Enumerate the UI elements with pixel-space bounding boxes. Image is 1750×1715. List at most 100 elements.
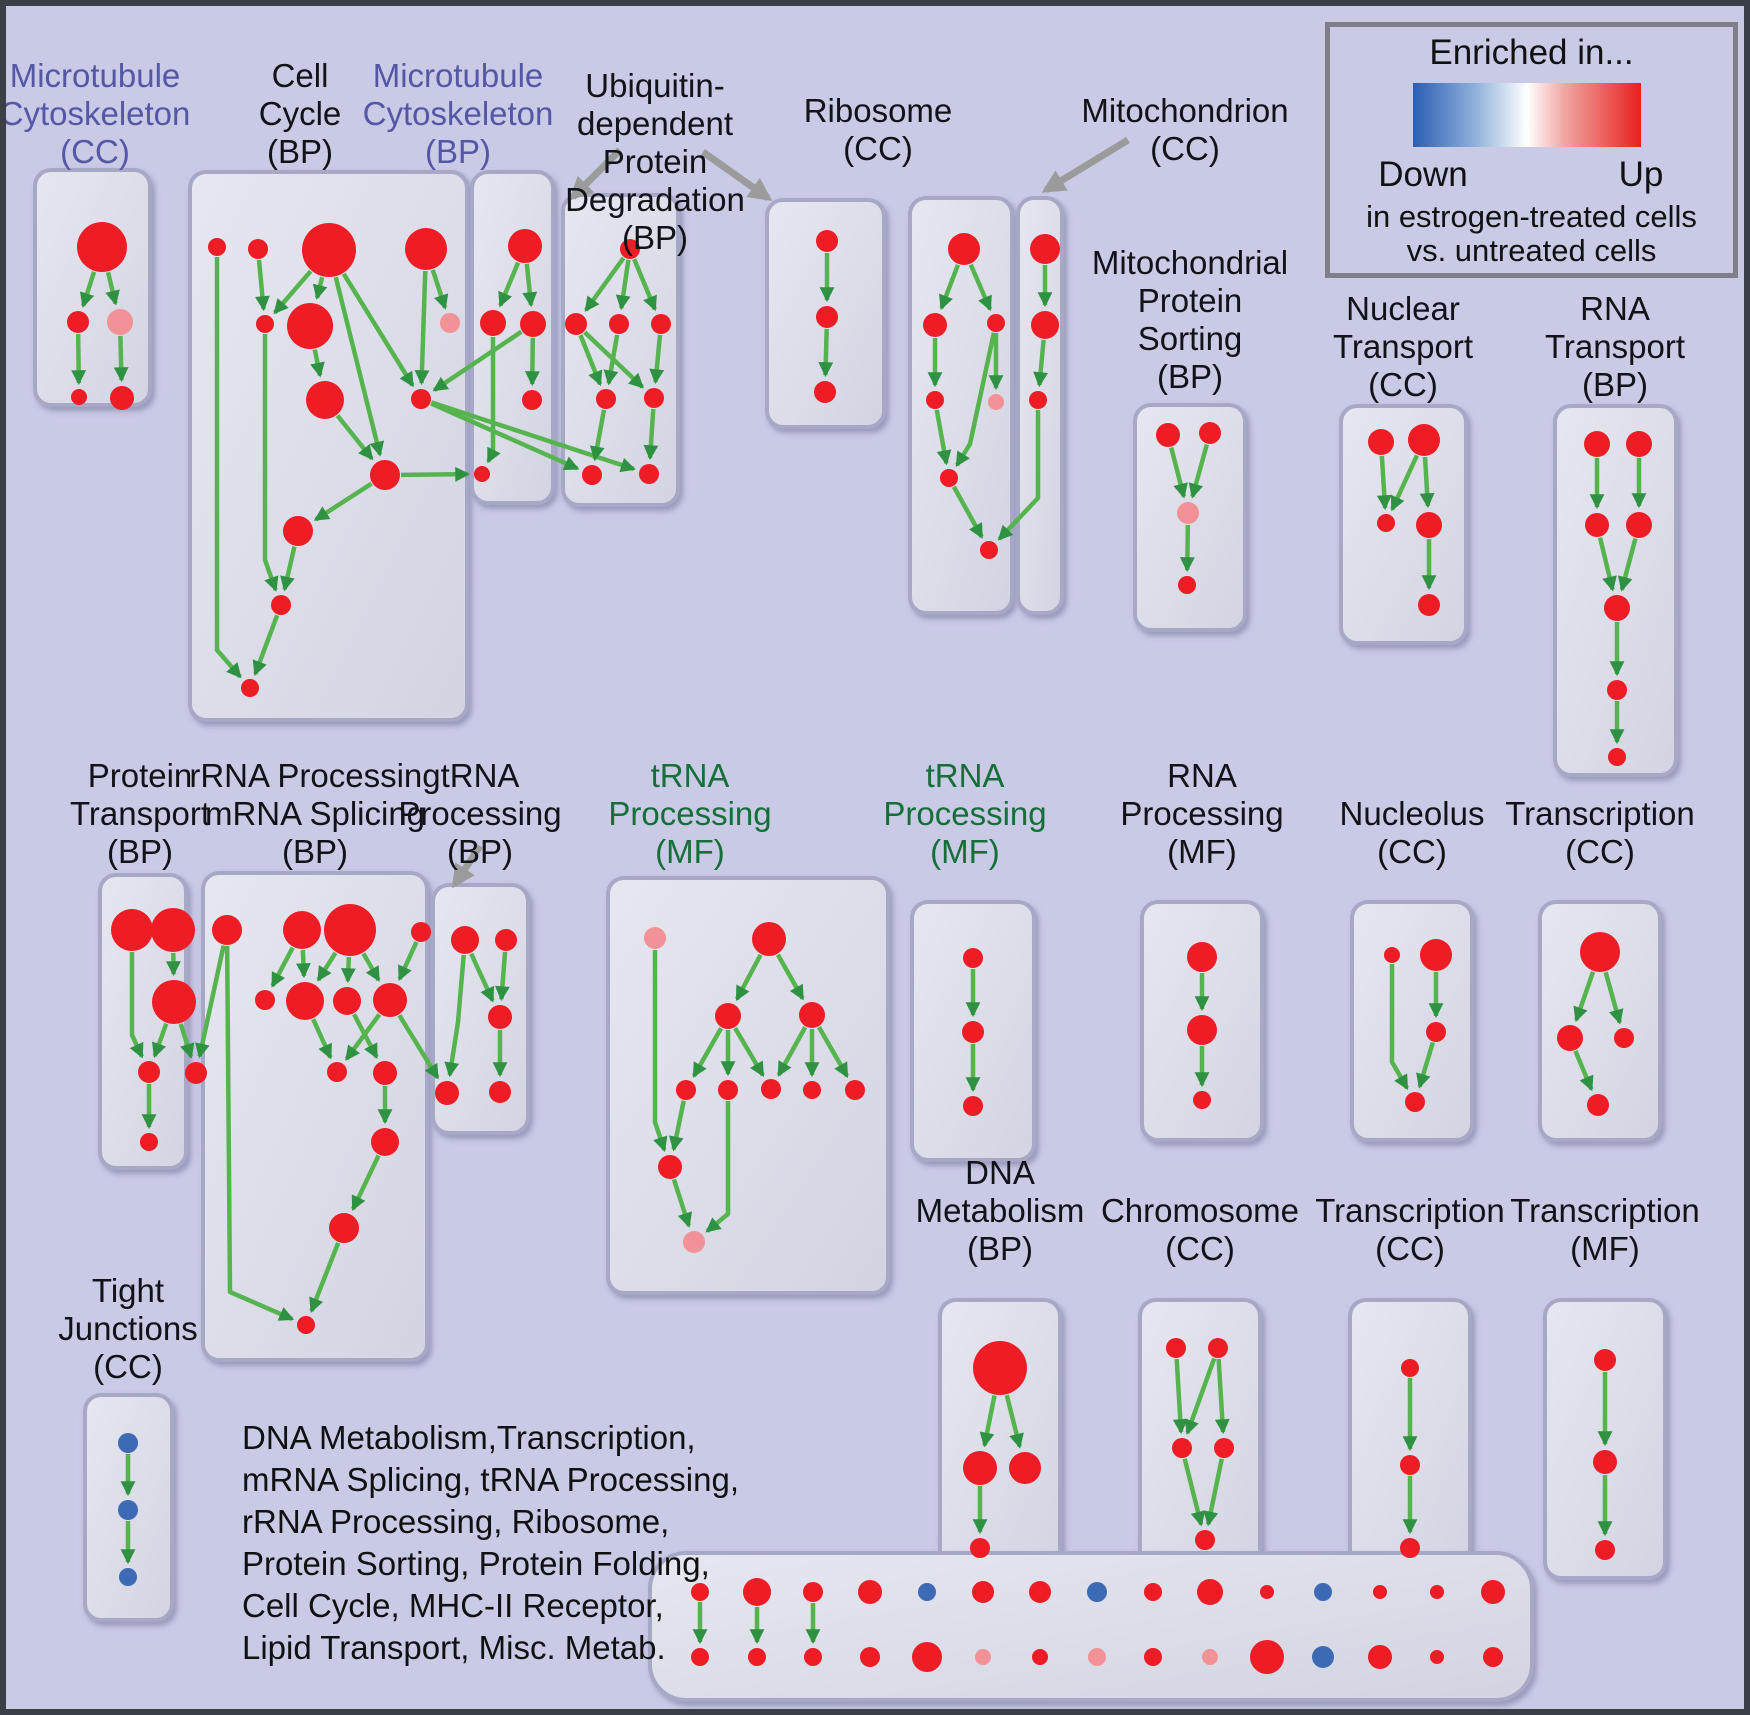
ubiquitin-right-pointer-arrow-icon bbox=[700, 149, 773, 202]
edge-ms_s0-ms_s2 bbox=[1169, 447, 1188, 499]
edge-tc2_d0-tc2_d1 bbox=[1573, 971, 1596, 1023]
legend-gradient-bar bbox=[1413, 83, 1641, 147]
node-tm_f8 bbox=[845, 1080, 865, 1100]
node-tm_f0 bbox=[644, 927, 666, 949]
node-x_t13 bbox=[1373, 1585, 1387, 1599]
edge-tm_f1-tm_f3 bbox=[775, 953, 805, 1001]
node-cc_n2 bbox=[248, 239, 268, 259]
node-rt_q0 bbox=[1584, 431, 1610, 457]
edge-ub1_u5-ub1_b2 bbox=[643, 408, 659, 461]
node-rib_r5 bbox=[940, 469, 958, 487]
node-tm_f7 bbox=[803, 1081, 821, 1099]
edge-rr_g2-rr_g7 bbox=[361, 952, 381, 982]
node-tm_f3 bbox=[799, 1002, 825, 1028]
edge-rr_g3-rr_g7 bbox=[397, 941, 419, 982]
edge-rr_g2-rr_g6 bbox=[340, 956, 356, 984]
node-x_b13 bbox=[1368, 1645, 1392, 1669]
node-mtcc_a3 bbox=[107, 309, 133, 335]
node-x_t6 bbox=[972, 1581, 994, 1603]
edge-tc2_d1-tc2_d3 bbox=[1573, 1050, 1594, 1092]
node-tm_f5 bbox=[718, 1080, 738, 1100]
node-mtcc_a1 bbox=[77, 222, 127, 272]
footnote-text: DNA Metabolism,Transcription, mRNA Splic… bbox=[242, 1417, 739, 1669]
node-mtcc_a5 bbox=[110, 386, 134, 410]
cluster-label-ub1: Ubiquitin-dependent Protein Degradation (BP… bbox=[565, 67, 745, 256]
node-tj_j0 bbox=[118, 1433, 138, 1453]
node-rib_r4 bbox=[988, 394, 1004, 410]
node-ms_s3 bbox=[1178, 576, 1196, 594]
cluster-label-tj: Tight Junctions (CC) bbox=[58, 1272, 197, 1385]
edge-tb_t0-tb_t2 bbox=[469, 952, 495, 1003]
node-tb_t2 bbox=[488, 1005, 512, 1029]
cluster-label-tb: tRNA Processing (BP) bbox=[398, 757, 561, 870]
node-dm_e2 bbox=[1009, 1452, 1041, 1484]
node-tj_j1 bbox=[118, 1500, 138, 1520]
edge-rr_g10-rr_g11 bbox=[351, 1154, 381, 1211]
edge-cc_n4-cc_n9 bbox=[414, 270, 430, 386]
node-rp_k1 bbox=[1187, 1015, 1217, 1045]
footnote-line-5: Cell Cycle, MHC-II Receptor, bbox=[242, 1587, 664, 1624]
edge-rr_g2-rr_g5 bbox=[316, 951, 338, 982]
edge-tb_t0-tb_t3 bbox=[444, 954, 466, 1078]
edge-rt_q2-rt_q4 bbox=[1597, 537, 1617, 592]
node-ub1_u4 bbox=[596, 389, 616, 409]
cluster-label-mtbp: Microtubule Cytoskeleton (BP) bbox=[363, 57, 554, 170]
cluster-label-tc2: Transcription (CC) bbox=[1505, 795, 1695, 870]
node-rp_k2 bbox=[1193, 1091, 1211, 1109]
node-tm3_z0 bbox=[1594, 1349, 1616, 1371]
cluster-box-rr bbox=[201, 871, 429, 1362]
node-x_t8 bbox=[1087, 1582, 1107, 1602]
node-pt_p4 bbox=[185, 1062, 207, 1084]
node-x_t14 bbox=[1430, 1585, 1444, 1599]
edge-rt_q3-rt_q4 bbox=[1617, 537, 1638, 592]
node-cc_n12 bbox=[271, 595, 291, 615]
mitochondrion-pointer-arrow-icon bbox=[1041, 137, 1130, 193]
edge-nt_t0-nt_t2 bbox=[1376, 455, 1392, 511]
cluster-label-nt: Nuclear Transport (CC) bbox=[1333, 290, 1473, 403]
node-dm_e0 bbox=[973, 1341, 1027, 1395]
edge-rib_r0-rib_r1 bbox=[939, 264, 961, 311]
node-tm_f6 bbox=[761, 1079, 781, 1099]
edge-pt_p0-pt_p3 bbox=[129, 952, 144, 1059]
edge-cc_n1-cc_n13 bbox=[214, 257, 242, 679]
edge-cc_n10-mtbp_mb bbox=[400, 466, 471, 482]
node-ub1_u2 bbox=[609, 314, 629, 334]
node-cc_n3 bbox=[302, 223, 356, 277]
node-pt_p1 bbox=[151, 908, 195, 952]
node-x_t15 bbox=[1481, 1580, 1505, 1604]
edge-nc_c0-nc_c3 bbox=[1389, 964, 1409, 1090]
edge-rr_g6-rr_g9 bbox=[352, 1013, 379, 1059]
node-cc_n4 bbox=[405, 228, 447, 270]
edge-ch_c3-ch_c4 bbox=[1203, 1458, 1224, 1527]
node-x_b7 bbox=[1032, 1649, 1048, 1665]
node-x_t10 bbox=[1197, 1579, 1223, 1605]
node-tm_f1 bbox=[752, 922, 786, 956]
edge-tm_f5-tm_f10 bbox=[705, 1101, 731, 1233]
node-x_b14 bbox=[1430, 1650, 1444, 1664]
edge-cc_n11-cc_n12 bbox=[280, 546, 297, 592]
edge-cc_n12-cc_n13 bbox=[252, 614, 280, 676]
node-nt_t0 bbox=[1368, 429, 1394, 455]
node-cc_n5 bbox=[256, 315, 274, 333]
node-nc_c1 bbox=[1420, 939, 1452, 971]
node-mtcc_a4 bbox=[71, 389, 87, 405]
node-mit_w1 bbox=[1031, 311, 1059, 339]
edge-tm_f4-tm_f9 bbox=[668, 1100, 686, 1152]
node-t2_h0 bbox=[963, 948, 983, 968]
node-x_b15 bbox=[1483, 1647, 1503, 1667]
node-nt_t1 bbox=[1408, 424, 1440, 456]
edge-rr_g1-rr_g4 bbox=[270, 946, 295, 988]
cluster-box-mtcc bbox=[33, 168, 152, 407]
edge-rib_r5-rib_r6 bbox=[951, 485, 984, 539]
footnote-line-3: rRNA Processing, Ribosome, bbox=[242, 1503, 670, 1540]
edge-ch_c1-ch_c2 bbox=[1184, 1357, 1217, 1435]
edge-cc_n2-cc_n5 bbox=[255, 259, 270, 312]
edge-cc_n8-cc_n10 bbox=[335, 414, 374, 461]
node-rr_g5 bbox=[286, 982, 324, 1020]
edge-mtbp_m1-mtbp_mb bbox=[486, 337, 501, 464]
node-pt_p0 bbox=[111, 909, 153, 951]
edge-mtbp_m0-mtbp_m2 bbox=[522, 263, 538, 308]
cluster-label-mit: Mitochondrion (CC) bbox=[1081, 92, 1288, 167]
edge-rr_g0-rr_g12 bbox=[224, 945, 295, 1322]
